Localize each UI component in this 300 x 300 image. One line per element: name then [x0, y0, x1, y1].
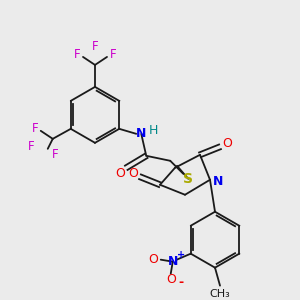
Text: +: + — [177, 250, 185, 260]
Text: N: N — [136, 127, 146, 140]
Text: -: - — [178, 276, 183, 289]
Text: N: N — [213, 175, 223, 188]
Text: F: F — [51, 148, 58, 161]
Text: O: O — [115, 167, 125, 180]
Text: F: F — [92, 40, 98, 53]
Text: S: S — [183, 172, 193, 186]
Text: O: O — [128, 167, 138, 180]
Text: F: F — [27, 140, 34, 153]
Text: CH₃: CH₃ — [210, 289, 230, 298]
Text: F: F — [32, 122, 38, 135]
Text: O: O — [166, 273, 176, 286]
Text: N: N — [168, 255, 178, 268]
Text: F: F — [74, 48, 80, 62]
Text: F: F — [110, 48, 116, 62]
Text: H: H — [148, 124, 158, 137]
Text: O: O — [148, 253, 158, 266]
Text: O: O — [222, 137, 232, 150]
